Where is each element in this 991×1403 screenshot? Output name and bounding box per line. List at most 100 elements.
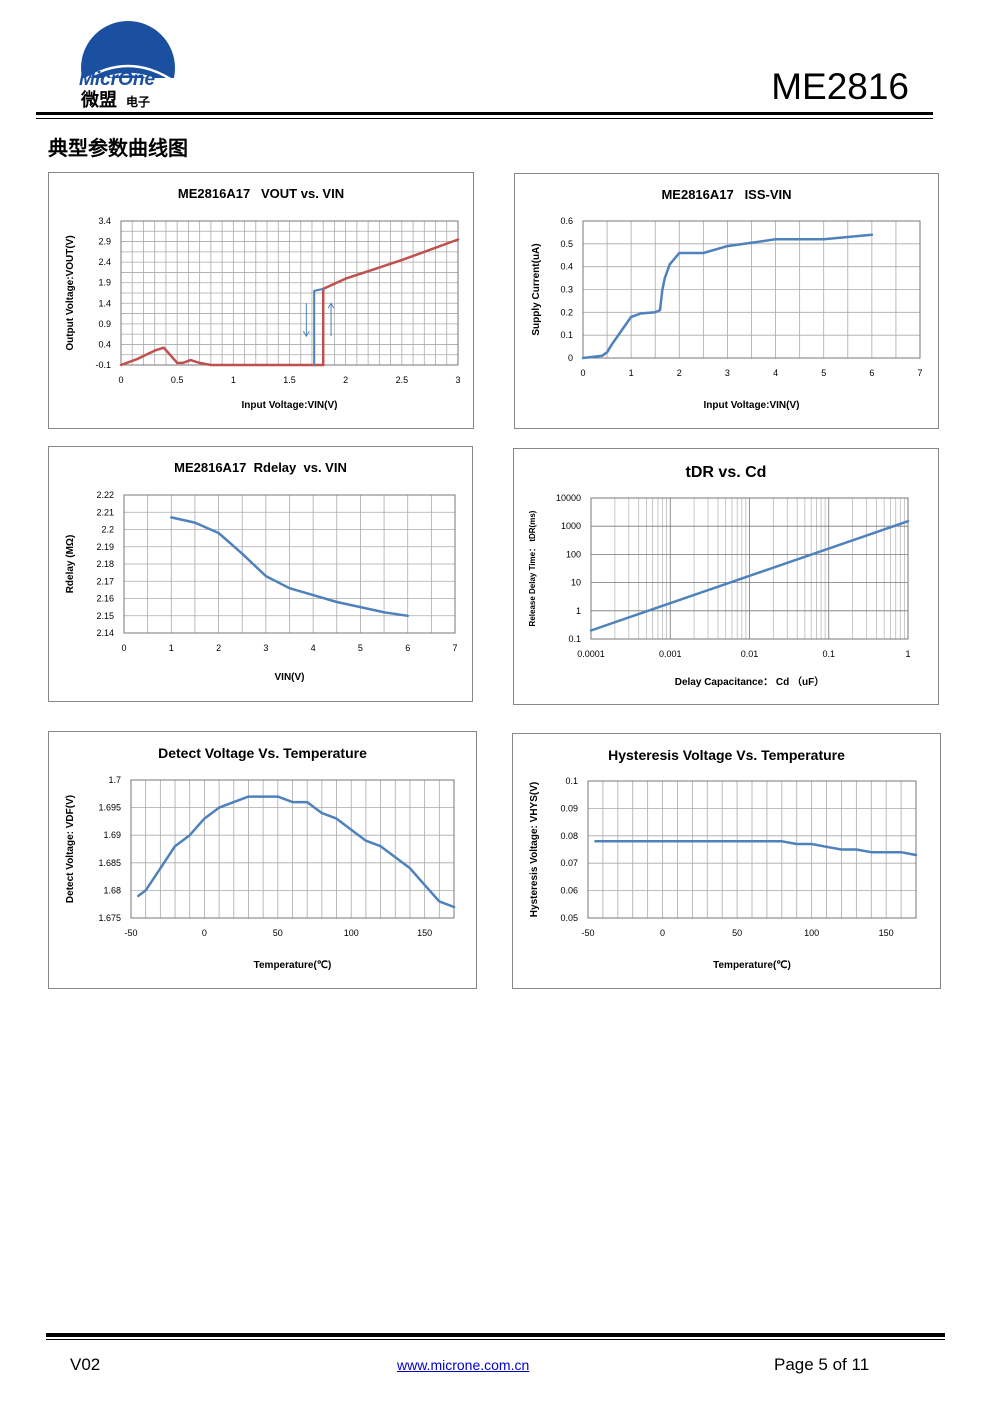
y-tick-label: 0.3 <box>560 285 573 295</box>
y-tick-label: 0.4 <box>560 262 573 272</box>
y-tick-label: 2.4 <box>98 257 111 267</box>
x-tick-label: 6 <box>869 368 874 378</box>
chart-svg: ME2816A17 VOUT vs. VIN 3.4 2.9 2.4 1.9 1.4 0.9… <box>65 186 461 411</box>
x-tick-label: 0.01 <box>741 649 759 659</box>
y-tick-label: 2.19 <box>96 542 114 552</box>
y-axis-label: Release Delay Time： tDR(ms) <box>528 510 537 626</box>
chart-grid <box>120 220 459 366</box>
series-line <box>137 795 456 909</box>
chart-svg: Detect Voltage Vs. Temperature 1.7 1.695 1.… <box>65 745 456 971</box>
series-line <box>313 287 325 366</box>
x-tick-label: 3 <box>263 643 268 653</box>
series-line <box>170 516 409 618</box>
series-line <box>581 233 874 360</box>
y-tick-label: 2.22 <box>96 490 114 500</box>
x-axis-label: Temperature(℃) <box>713 960 791 971</box>
x-tick-label: 2 <box>677 368 682 378</box>
x-tick-label: 150 <box>417 928 432 938</box>
chart-title: ME2816A17 Rdelay vs. VIN <box>174 460 347 475</box>
x-tick-label: 2 <box>343 375 348 385</box>
y-tick-label: 1.7 <box>108 775 121 785</box>
chart-grid <box>587 780 917 919</box>
x-tick-label: 0.5 <box>171 375 184 385</box>
x-tick-label: 2 <box>216 643 221 653</box>
x-axis-label: VIN(V) <box>275 672 305 683</box>
y-axis-label: Rdelay (MΩ) <box>65 535 76 594</box>
y-axis-label: Hysteresis Voltage: VHYS(V) <box>529 782 540 917</box>
chart-svg: Hysteresis Voltage Vs. Temperature 0.1 0.0… <box>529 747 918 971</box>
y-tick-label: 1.675 <box>98 913 121 923</box>
logo-text-en: MicrOne <box>79 69 155 90</box>
series-line <box>589 519 910 632</box>
x-tick-label: 0 <box>121 643 126 653</box>
series-line <box>594 840 918 857</box>
y-tick-label: 2.2 <box>101 525 114 535</box>
y-tick-label: 1.69 <box>103 830 121 840</box>
x-tick-label: 4 <box>311 643 316 653</box>
x-axis-label: Input Voltage:VIN(V) <box>242 400 338 411</box>
x-tick-label: 4 <box>773 368 778 378</box>
chart-title: Detect Voltage Vs. Temperature <box>158 745 367 761</box>
x-tick-label: 1 <box>231 375 236 385</box>
model-number: ME2816 <box>771 66 909 107</box>
y-tick-label: 0.07 <box>560 858 578 868</box>
chart-grid <box>590 497 909 640</box>
y-tick-label: 0.9 <box>98 319 111 329</box>
page-number: Page 5 of 11 <box>774 1355 870 1374</box>
x-tick-label: 5 <box>358 643 363 653</box>
series-line <box>119 346 325 367</box>
company-logo: MicrOne 微盟 电子 <box>78 20 188 115</box>
y-tick-label: 2.9 <box>98 237 111 247</box>
chart-svg: ME2816A17 ISS-VIN 0.6 0.5 0.4 0.3 0.2 0.1 00 1 2 3… <box>531 187 923 411</box>
chart-grid <box>123 494 456 634</box>
y-tick-label: -0.1 <box>95 360 111 370</box>
y-tick-label: 2.16 <box>96 594 114 604</box>
chart-grid <box>130 779 455 919</box>
website-link[interactable]: www.microne.com.cn <box>397 1357 530 1373</box>
chart-title: ME2816A17 ISS-VIN <box>661 187 791 202</box>
x-tick-label: 7 <box>917 368 922 378</box>
x-tick-label: 150 <box>879 928 894 938</box>
chart-hysteresis-vs-temp: Hysteresis Voltage Vs. Temperature 0.1 0.0… <box>512 733 941 989</box>
chart-iss-vs-vin: ME2816A17 ISS-VIN 0.6 0.5 0.4 0.3 0.2 0.1 0 0 1 2 3… <box>514 173 939 429</box>
version-label: V02 <box>70 1355 101 1374</box>
y-tick-label: 10 <box>571 578 581 588</box>
chart-title: ME2816A17 VOUT vs. VIN <box>178 186 344 201</box>
y-tick-label: 0.06 <box>560 886 578 896</box>
y-tick-label: 0.08 <box>560 831 578 841</box>
x-tick-label: 2.5 <box>396 375 409 385</box>
x-tick-label: 0 <box>580 368 585 378</box>
chart-rdelay-vs-vin: ME2816A17 Rdelay vs. VIN 2.22 2.21 2.2 2.19 2… <box>48 446 473 702</box>
y-tick-label: 0.1 <box>560 330 573 340</box>
x-tick-label: 0.0001 <box>577 649 605 659</box>
x-tick-label: 0.1 <box>822 649 835 659</box>
x-tick-label: 1 <box>629 368 634 378</box>
x-tick-label: 5 <box>821 368 826 378</box>
x-tick-label: 0 <box>660 928 665 938</box>
x-tick-label: 0 <box>118 375 123 385</box>
chart-title: Hysteresis Voltage Vs. Temperature <box>608 747 845 763</box>
y-tick-label: 10000 <box>556 493 581 503</box>
y-tick-label: 0.09 <box>560 803 578 813</box>
logo-text-cn: 微盟 <box>80 89 117 110</box>
y-tick-label: 2.18 <box>96 559 114 569</box>
y-tick-label: 0.1 <box>568 634 581 644</box>
y-tick-label: 0 <box>568 353 573 363</box>
x-tick-label: 1.5 <box>283 375 296 385</box>
footer-rule <box>46 1333 945 1337</box>
y-tick-label: 1.9 <box>98 278 111 288</box>
y-tick-label: 0.05 <box>560 913 578 923</box>
y-tick-label: 0.1 <box>565 776 578 786</box>
x-tick-label: -50 <box>124 928 137 938</box>
y-axis-label: Detect Voltage: VDF(V) <box>65 795 76 903</box>
chart-tdr-vs-cd: tDR vs. Cd 10000 1000 100 10 1 0.1 0.0001 0.001 0… <box>513 448 939 705</box>
chart-title: tDR vs. Cd <box>686 464 767 481</box>
x-axis-label: Temperature(℃) <box>254 960 332 971</box>
y-tick-label: 2.14 <box>96 628 114 638</box>
x-tick-label: 6 <box>405 643 410 653</box>
chart-vout-vs-vin: ME2816A17 VOUT vs. VIN 3.4 2.9 2.4 1.9 1.4 0.9… <box>48 172 474 429</box>
y-tick-label: 1000 <box>561 521 581 531</box>
x-tick-label: 0 <box>202 928 207 938</box>
hysteresis-arrows <box>302 302 335 338</box>
y-axis-label: Supply Current(uA) <box>531 243 542 335</box>
